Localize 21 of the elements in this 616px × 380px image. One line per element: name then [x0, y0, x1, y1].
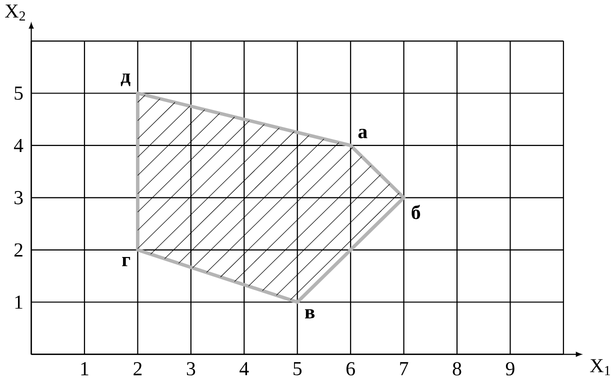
y-tick-label: 4	[14, 138, 24, 152]
x-tick-label: 9	[506, 362, 514, 376]
x-tick-label: 5	[294, 362, 302, 376]
y-tick-label: 3	[14, 191, 23, 204]
x-tick-label: 8	[452, 362, 462, 376]
x-tick-label: 2	[134, 362, 142, 376]
annotation: а	[358, 128, 368, 138]
x-axis-title: X$_{1}$	[590, 359, 610, 376]
annotation: г	[122, 257, 130, 266]
x-tick-label: 3	[186, 362, 196, 376]
y-tick-label: 2	[14, 243, 22, 256]
annotation: б	[412, 204, 420, 220]
x-tick-label: 1	[81, 362, 88, 376]
x-tick-label: 6	[346, 362, 355, 376]
x-tick-label: 4	[240, 362, 249, 376]
y-tick-label: 1	[15, 296, 22, 309]
annotation: в	[305, 309, 315, 318]
x-tick-label: 7	[400, 362, 408, 376]
y-axis-title: X$_{2}$	[5, 4, 25, 20]
y-tick-label: 5	[14, 86, 23, 100]
annotation: д	[120, 74, 130, 86]
